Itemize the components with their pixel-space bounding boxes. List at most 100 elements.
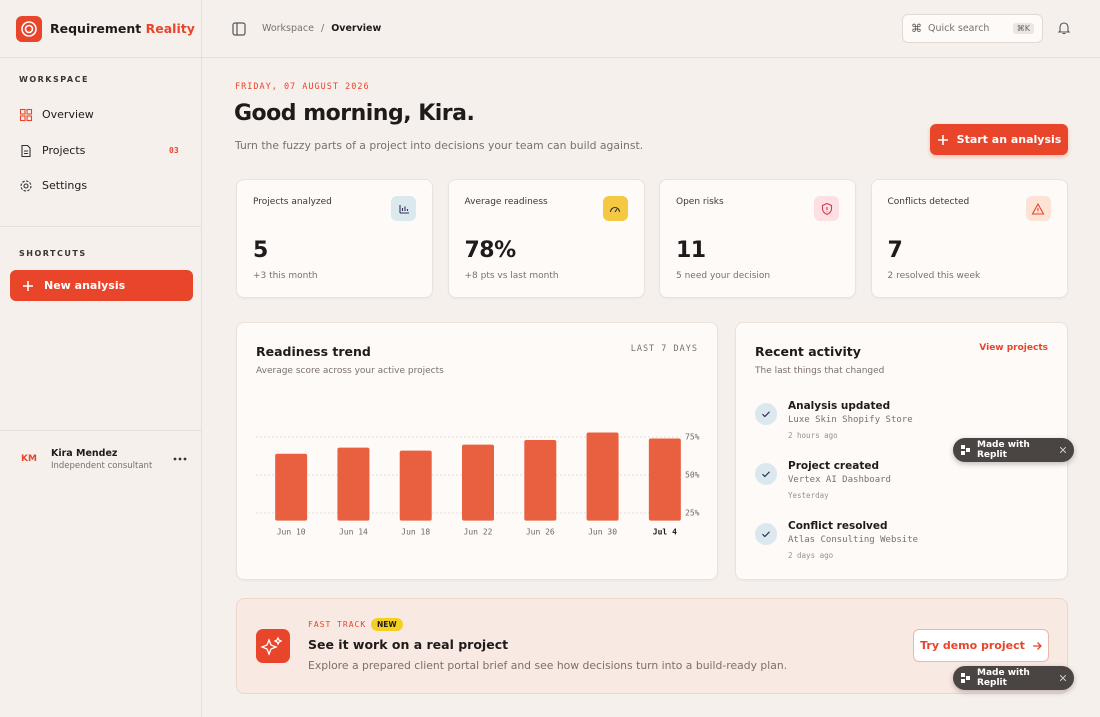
activity-subtitle: The last things that changed — [755, 366, 885, 376]
greeting-title: Good morning, Kira. — [234, 101, 475, 126]
stat-icon — [814, 196, 839, 221]
x-tick-label: Jun 22 — [464, 528, 493, 537]
check-icon — [762, 411, 770, 418]
search-shortcut: ⌘K — [1012, 23, 1034, 34]
bar — [399, 450, 432, 521]
stat-icon-glyph — [821, 202, 832, 215]
new-analysis-button[interactable]: New analysis — [10, 270, 193, 301]
arrow-icon — [1032, 641, 1042, 650]
stat-note: 5 need your decision — [676, 271, 771, 281]
stat-note: +3 this month — [253, 271, 318, 281]
stat-card: Conflicts detected 7 2 resolved this week — [870, 179, 1068, 298]
stat-icon-glyph — [609, 206, 621, 212]
logo-icon — [21, 21, 37, 37]
check-icon — [762, 471, 770, 478]
chart-card: Readiness trend Average score across you… — [236, 322, 718, 580]
activity-time: 2 hours ago — [788, 431, 838, 440]
bar — [462, 444, 494, 521]
activity-check — [755, 523, 777, 545]
stat-icon-glyph — [1031, 202, 1045, 215]
stat-card: Average readiness 78% +8 pts vs last month — [447, 179, 645, 298]
new-tag: NEW — [371, 618, 403, 631]
badge-label: Made with Replit — [977, 440, 1030, 460]
bar — [648, 438, 681, 521]
activity-title: Analysis updated — [788, 400, 891, 412]
chart-title: Readiness trend — [256, 344, 371, 359]
stat-label: Conflicts detected — [887, 197, 970, 207]
breadcrumb: Workspace / Overview — [262, 23, 381, 34]
x-tick-label: Jun 10 — [277, 528, 306, 537]
topbar — [0, 57, 1100, 58]
nav-item[interactable]: Settings — [42, 179, 88, 192]
nav-icon — [19, 108, 33, 122]
breadcrumb-item[interactable]: Workspace — [262, 23, 314, 34]
replit-icon — [961, 445, 970, 455]
brand-logo — [16, 16, 42, 42]
banner-text: Explore a prepared client portal brief a… — [308, 659, 788, 672]
banner-eyebrow: FAST TRACK — [308, 620, 367, 629]
check-icon — [762, 531, 770, 538]
user-name: Kira Mendez — [51, 448, 118, 459]
nav-item[interactable]: Projects — [42, 143, 86, 157]
activity-time: Yesterday — [788, 491, 829, 500]
brand: Requirement Reality — [50, 21, 195, 36]
search-icon: ⌘ — [911, 22, 922, 35]
sidebar-toggle[interactable] — [232, 22, 246, 36]
activity-project: Atlas Consulting Website — [788, 535, 919, 545]
activity-check — [755, 403, 777, 425]
nav-badge: 03 — [169, 145, 179, 155]
replit-badge[interactable]: Made with Replit — [953, 666, 1074, 690]
stat-value: 78% — [464, 238, 517, 263]
x-tick-label: Jul 4 — [653, 528, 677, 537]
chart-annotation: LAST 7 DAYS — [630, 344, 698, 354]
close-icon[interactable] — [1060, 447, 1066, 453]
stat-card: Open risks 11 5 need your decision — [659, 179, 856, 298]
notifications[interactable] — [1057, 21, 1071, 35]
x-tick-label: Jun 14 — [339, 528, 368, 537]
divider — [0, 226, 202, 227]
y-tick-label: 25% — [685, 509, 700, 518]
stat-label: Open risks — [676, 197, 724, 207]
bar — [586, 432, 619, 521]
activity-title: Conflict resolved — [788, 520, 888, 532]
x-tick-label: Jun 26 — [526, 528, 555, 537]
bar — [337, 447, 370, 521]
chart: 25% 50% 75% Jun 10 Jun 14 Jun 18 Jun 22 Jun 26 J… — [256, 432, 700, 537]
breadcrumb-separator: / — [320, 23, 325, 34]
x-tick-label: Jun 18 — [401, 528, 430, 537]
stat-icon — [1025, 196, 1051, 221]
search-box[interactable]: ⌘ Quick search ⌘K — [902, 14, 1043, 43]
activity-project: Luxe Skin Shopify Store — [788, 415, 913, 425]
activity-title: Recent activity — [755, 344, 861, 359]
user-menu[interactable] — [173, 457, 187, 461]
x-tick-label: Jun 30 — [588, 528, 617, 537]
brand-name: Requirement — [50, 21, 142, 36]
bar — [524, 440, 557, 521]
close-icon[interactable] — [1060, 675, 1066, 681]
section-title: WORKSPACE — [19, 75, 89, 84]
nav-item[interactable]: Overview — [42, 108, 94, 121]
section-title: SHORTCUTS — [19, 249, 87, 258]
activity-title: Project created — [788, 460, 879, 472]
start-analysis-button[interactable]: Start an analysis — [930, 124, 1068, 155]
view-projects-link[interactable]: View projects — [979, 343, 1048, 353]
nav-icon — [20, 180, 32, 192]
button-label: New analysis — [44, 279, 126, 292]
user-initials: KM — [21, 454, 37, 464]
activity-project: Vertex AI Dashboard — [788, 475, 891, 485]
nav-icon — [21, 144, 31, 157]
button-label: Try demo project — [920, 639, 1025, 652]
demo-button[interactable]: Try demo project — [913, 629, 1049, 662]
user-role: Independent consultant — [51, 461, 153, 471]
replit-badge[interactable]: Made with Replit — [953, 438, 1074, 462]
activity-check — [755, 463, 777, 485]
breadcrumb-item: Overview — [331, 23, 382, 34]
greeting-subtitle: Turn the fuzzy parts of a project into d… — [235, 139, 644, 152]
y-tick-label: 75% — [685, 433, 700, 442]
plus-icon — [937, 134, 948, 145]
date: FRIDAY, 07 AUGUST 2026 — [235, 82, 370, 92]
y-tick-label: 50% — [685, 471, 700, 480]
stat-value: 11 — [676, 238, 706, 263]
